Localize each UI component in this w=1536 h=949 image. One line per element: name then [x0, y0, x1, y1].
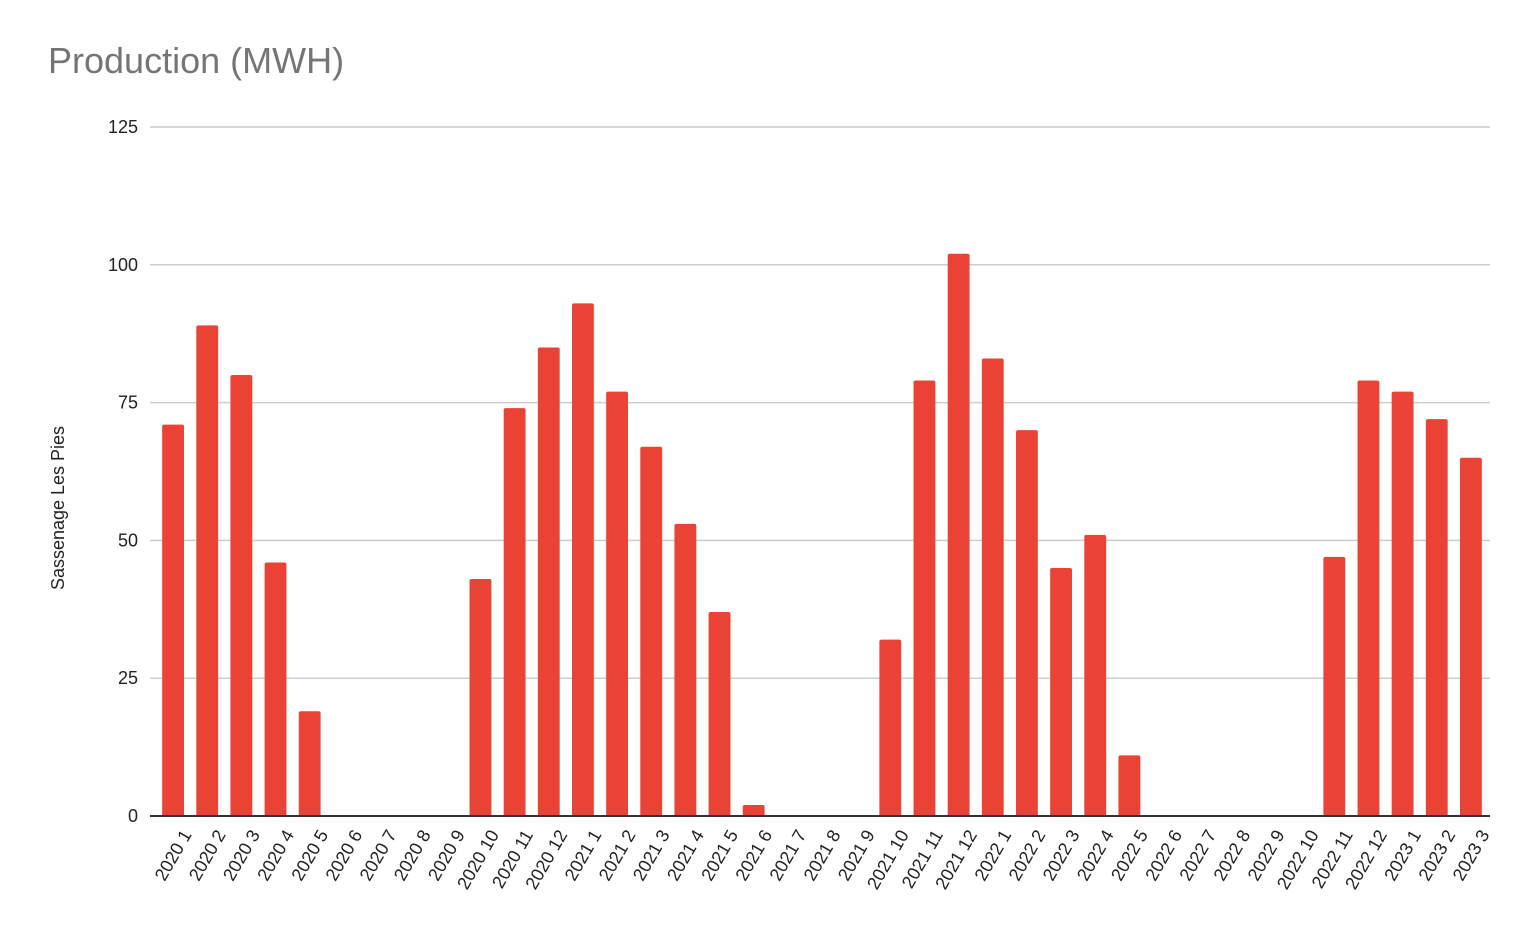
bar [708, 612, 731, 816]
bar [1015, 430, 1038, 816]
bar [1425, 419, 1448, 816]
bar [1357, 380, 1380, 816]
bar [298, 711, 321, 816]
bar [230, 375, 253, 816]
chart-title: Production (MWH) [48, 40, 345, 81]
bar [1118, 755, 1141, 816]
bar [606, 391, 629, 816]
gridlines [150, 126, 1490, 679]
y-tick-label: 50 [118, 530, 138, 550]
bar [879, 639, 902, 816]
bar [1391, 391, 1414, 816]
bar [640, 446, 663, 816]
bar [196, 325, 219, 816]
bar [947, 253, 970, 816]
bar [503, 408, 526, 816]
bar [674, 523, 697, 816]
bar [742, 804, 765, 816]
bar [264, 562, 287, 816]
bar [1050, 567, 1073, 816]
y-tick-label: 75 [118, 393, 138, 413]
bars [162, 253, 1482, 816]
bar [162, 424, 185, 816]
y-tick-label: 100 [108, 255, 138, 275]
bar [537, 347, 560, 816]
y-tick-label: 0 [128, 806, 138, 826]
y-axis-title: Sassenage Les Pies [48, 426, 68, 590]
bar [571, 303, 594, 816]
y-tick-label: 25 [118, 668, 138, 688]
bar [1084, 534, 1107, 816]
bar [1323, 556, 1346, 816]
bar [981, 358, 1004, 816]
bar [913, 380, 936, 816]
bar [469, 578, 492, 816]
bar [1459, 457, 1482, 816]
y-tick-label: 125 [108, 117, 138, 137]
